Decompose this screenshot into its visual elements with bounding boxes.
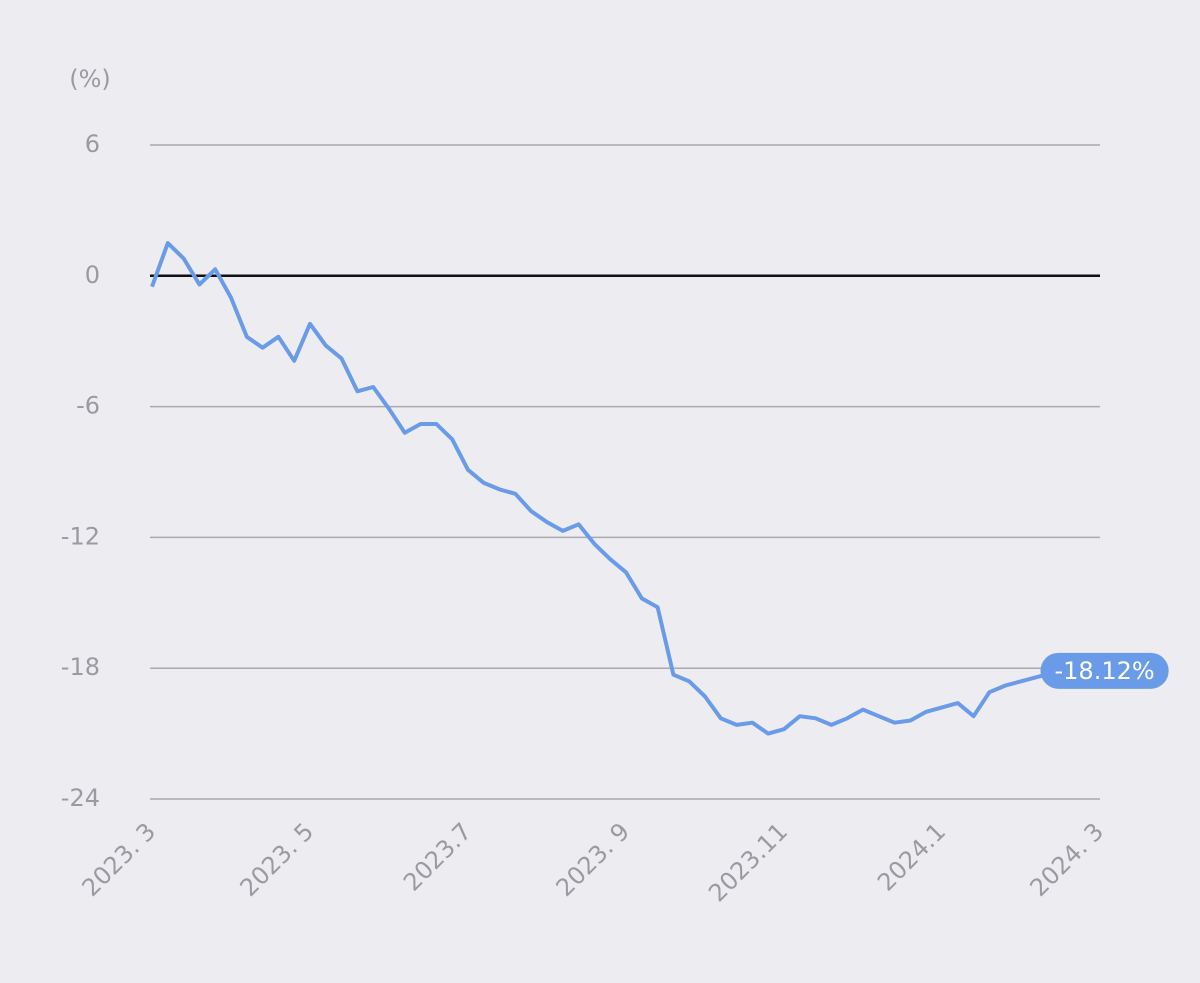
x-tick-label: 2023. 9 xyxy=(551,817,636,902)
y-tick-label: 6 xyxy=(85,130,100,158)
x-tick-label: 2023.11 xyxy=(703,817,793,907)
data-line xyxy=(150,241,1062,736)
end-label-bg xyxy=(1040,652,1169,689)
x-tick-label: 2023. 5 xyxy=(235,817,320,902)
end-label-text: -18.12% xyxy=(1055,657,1155,685)
y-tick-label: -18 xyxy=(61,653,100,681)
x-tick-label: 2023. 3 xyxy=(77,817,162,902)
x-tick-label: 2024.1 xyxy=(872,817,951,896)
y-tick-label: -6 xyxy=(76,392,100,420)
x-tick-label: 2023.7 xyxy=(398,817,477,896)
y-tick-label: -12 xyxy=(61,522,100,550)
end-label: -18.12% xyxy=(1040,652,1169,689)
y-axis-label: (%) xyxy=(69,65,111,93)
y-tick-label: -24 xyxy=(61,784,100,812)
x-tick-label: 2024. 3 xyxy=(1025,817,1110,902)
y-tick-label: 0 xyxy=(85,261,100,289)
